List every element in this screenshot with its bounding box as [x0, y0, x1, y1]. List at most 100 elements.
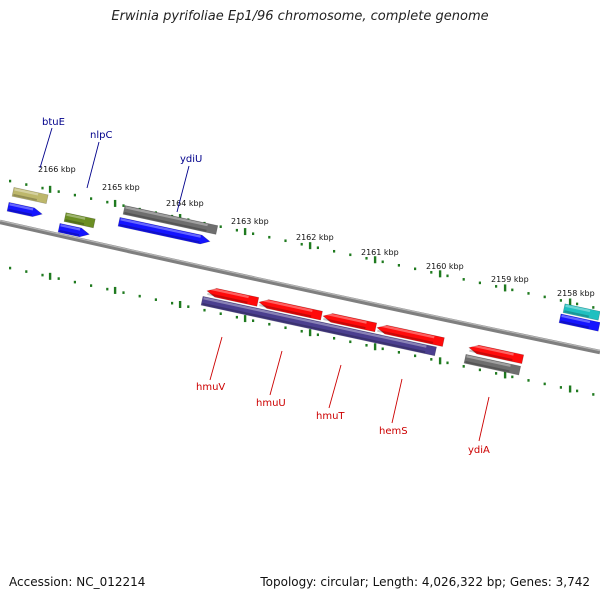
kbp-label: 2162 kbp — [296, 233, 334, 242]
gene-label-forward: ydiU — [180, 154, 202, 165]
tick-mark — [478, 281, 481, 285]
tick-mark — [284, 239, 287, 243]
map-title: Erwinia pyrifoliae Ep1/96 chromosome, co… — [111, 9, 489, 24]
kbp-label: 2164 kbp — [166, 199, 204, 208]
tick-mark — [576, 302, 579, 306]
tick-mark — [203, 308, 206, 312]
accession-text: Accession: NC_012214 — [9, 575, 146, 589]
tick-mark — [381, 347, 384, 351]
chromosome-backbone-highlight — [0, 220, 600, 352]
tick-mark — [106, 200, 109, 204]
tick-mark — [268, 322, 271, 326]
gene-label-reverse: hmuU — [256, 398, 286, 409]
kbp-label-group: 2166 kbp 2165 kbp 2164 kbp 2163 kbp 2162 kbp… — [38, 165, 595, 298]
tick-mark — [349, 253, 352, 257]
tick-major — [113, 199, 117, 207]
gene-purple-span — [200, 296, 437, 357]
tick-mark — [73, 193, 76, 197]
tick-major — [503, 284, 507, 292]
tick-major — [373, 343, 377, 351]
tick-mark — [462, 365, 465, 368]
gene-label-reverse: ydiA — [468, 445, 490, 456]
kbp-label: 2159 kbp — [491, 275, 529, 284]
gene-ydiU-outer — [122, 205, 219, 235]
tick-mark — [90, 197, 93, 200]
gene-leader-line — [478, 396, 490, 442]
gene-label-forward: btuE — [42, 117, 65, 128]
gene-blue-1 — [6, 201, 43, 217]
tick-major — [178, 301, 182, 308]
gene-hmuV — [206, 287, 260, 307]
tick-major — [568, 298, 572, 306]
kbp-label: 2166 kbp — [38, 165, 76, 174]
tick-mark — [284, 326, 287, 330]
gene-ydiA — [468, 344, 525, 365]
tick-mark — [106, 287, 109, 291]
gene-leader-line — [86, 141, 100, 189]
gene-leader-line — [269, 350, 283, 396]
tick-mark — [41, 273, 44, 277]
tick-mark — [171, 301, 174, 305]
tick-mark — [478, 368, 481, 372]
gene-label-reverse: hemS — [379, 426, 408, 437]
tick-row-outer — [9, 179, 595, 309]
gene-label-reverse: hmuV — [196, 382, 225, 393]
gene-label-forward: nlpC — [90, 130, 112, 141]
kbp-label: 2163 kbp — [231, 217, 269, 226]
gene-blue-2 — [57, 223, 90, 238]
kbp-label: 2160 kbp — [426, 262, 464, 271]
tick-mark — [316, 333, 319, 337]
tick-mark — [41, 186, 44, 190]
tick-mark — [446, 361, 449, 365]
tick-mark — [414, 354, 417, 358]
tick-mark — [527, 292, 530, 295]
tick-mark — [592, 393, 595, 396]
tick-major — [48, 185, 52, 193]
tick-mark — [235, 315, 238, 319]
tick-mark — [57, 190, 60, 193]
gene-hmuT — [322, 312, 378, 333]
kbp-label: 2161 kbp — [361, 248, 399, 257]
tick-mark — [495, 285, 498, 288]
gene-leader-line — [39, 127, 53, 169]
tick-mark — [300, 329, 303, 333]
tick-mark — [333, 249, 336, 253]
tick-mark — [592, 306, 595, 309]
tick-mark — [397, 351, 400, 354]
tick-major — [243, 228, 247, 236]
gene-leader-line — [209, 336, 223, 381]
tick-mark — [252, 319, 255, 323]
gene-blue-4 — [558, 313, 600, 332]
tick-mark — [559, 386, 562, 389]
tick-mark — [122, 291, 125, 294]
tick-mark — [90, 284, 93, 287]
tick-mark — [527, 379, 530, 382]
gene-gray-bottom — [463, 353, 522, 376]
tick-mark — [381, 260, 384, 264]
tick-major — [568, 385, 572, 393]
tick-mark — [576, 389, 579, 393]
tick-mark — [268, 235, 271, 239]
gene-blue-3 — [117, 217, 211, 245]
gene-leader-line — [391, 378, 403, 424]
tick-mark — [235, 228, 238, 232]
tick-mark — [511, 288, 514, 292]
gene-cyan — [562, 303, 600, 321]
gene-leader-line — [328, 364, 342, 409]
tick-mark — [397, 264, 400, 267]
tick-mark — [122, 204, 125, 207]
tick-major — [438, 357, 442, 365]
tick-mark — [543, 382, 546, 386]
tick-mark — [446, 274, 449, 278]
tick-major — [438, 270, 442, 278]
tick-mark — [252, 232, 255, 236]
tick-mark — [9, 266, 12, 270]
tick-mark — [511, 375, 514, 379]
gene-nlpC — [63, 212, 96, 229]
tick-mark — [462, 278, 465, 281]
tick-major — [243, 315, 247, 323]
tick-mark — [25, 183, 28, 186]
tick-mark — [495, 372, 498, 375]
kbp-label: 2158 kbp — [557, 289, 595, 298]
